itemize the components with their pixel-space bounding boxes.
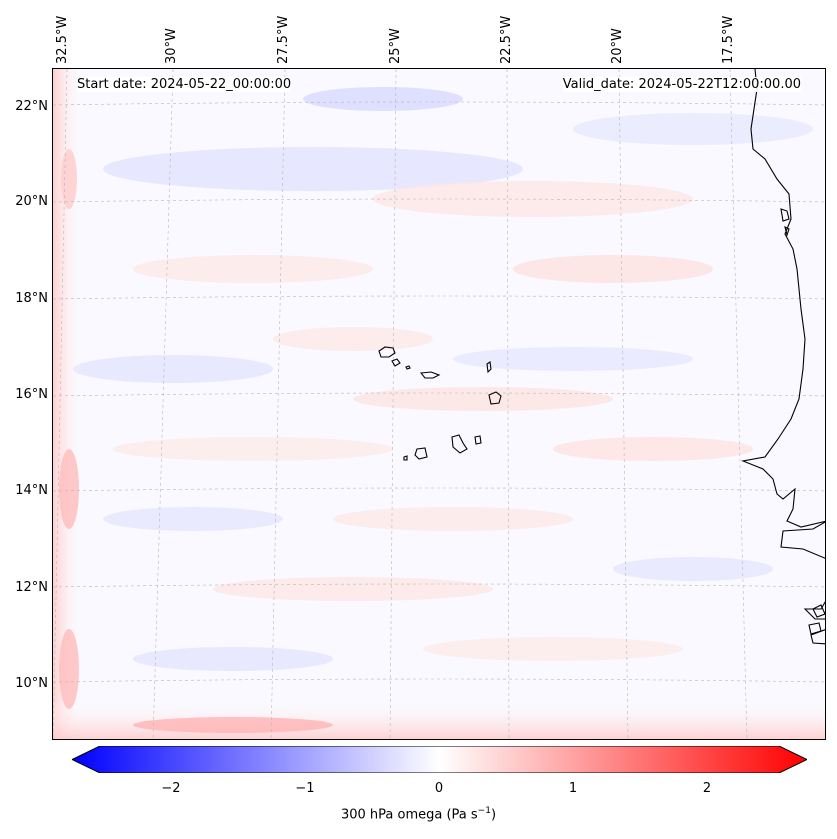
lon-label-20w: 20°W bbox=[610, 28, 625, 64]
lat-label-14n: 14°N bbox=[15, 483, 48, 498]
lon-label-17-5w: 17.5°W bbox=[721, 15, 736, 64]
map-panel: Start date: 2024-05-22_00:00:00 Valid_da… bbox=[52, 68, 826, 740]
lon-label-30w: 30°W bbox=[164, 28, 179, 64]
start-date-label: Start date: 2024-05-22_00:00:00 bbox=[77, 77, 292, 92]
colorbar-tick-0: 0 bbox=[434, 781, 444, 796]
colorbar-bar bbox=[72, 746, 807, 773]
lat-label-16n: 16°N bbox=[15, 387, 48, 402]
colorbar-tick-neg1: −1 bbox=[295, 781, 315, 796]
colorbar-label-unit-exponent: −1 bbox=[477, 806, 491, 816]
lon-label-32-5w: 32.5°W bbox=[55, 15, 70, 64]
island-outlines bbox=[378, 346, 502, 461]
lon-label-25w: 25°W bbox=[388, 28, 403, 64]
colorbar bbox=[72, 746, 807, 773]
lat-label-10n: 10°N bbox=[15, 676, 48, 691]
lon-label-27-5w: 27.5°W bbox=[276, 15, 291, 64]
omega-contour-fill bbox=[53, 69, 825, 739]
graticule bbox=[53, 69, 825, 739]
colorbar-label-close: ) bbox=[490, 807, 497, 823]
lat-label-22n: 22°N bbox=[15, 99, 48, 114]
colorbar-tick-2: 2 bbox=[702, 781, 712, 796]
lat-label-18n: 18°N bbox=[15, 291, 48, 306]
lon-label-22-5w: 22.5°W bbox=[499, 15, 514, 64]
omega-field-map bbox=[53, 69, 825, 739]
colorbar-label: 300 hPa omega (Pa s−1) bbox=[0, 806, 837, 822]
lat-label-20n: 20°N bbox=[15, 194, 48, 209]
colorbar-tick-1: 1 bbox=[568, 781, 578, 796]
lat-label-12n: 12°N bbox=[15, 580, 48, 595]
valid-date-label: Valid_date: 2024-05-22T12:00:00.00 bbox=[562, 77, 801, 92]
colorbar-label-main: 300 hPa omega (Pa s bbox=[340, 807, 478, 823]
coastline bbox=[741, 69, 825, 645]
colorbar-tick-neg2: −2 bbox=[161, 781, 181, 796]
